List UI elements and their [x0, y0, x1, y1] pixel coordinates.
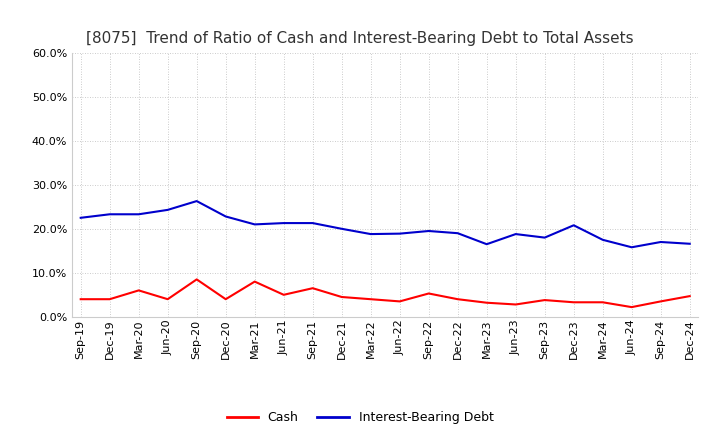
Cash: [76, 297, 85, 302]
Cash: [251, 279, 259, 284]
Interest-Bearing Debt: [338, 226, 346, 231]
Interest-Bearing Debt: [657, 239, 665, 245]
Cash: [627, 304, 636, 310]
Interest-Bearing Debt: [454, 231, 462, 236]
Interest-Bearing Debt: [570, 223, 578, 228]
Text: [8075]  Trend of Ratio of Cash and Interest-Bearing Debt to Total Assets: [8075] Trend of Ratio of Cash and Intere…: [86, 31, 634, 46]
Cash: [598, 300, 607, 305]
Cash: [221, 297, 230, 302]
Interest-Bearing Debt: [279, 220, 288, 226]
Legend: Cash, Interest-Bearing Debt: Cash, Interest-Bearing Debt: [222, 407, 498, 429]
Interest-Bearing Debt: [76, 215, 85, 220]
Cash: [541, 297, 549, 303]
Interest-Bearing Debt: [135, 212, 143, 217]
Interest-Bearing Debt: [395, 231, 404, 236]
Interest-Bearing Debt: [221, 214, 230, 219]
Line: Cash: Cash: [81, 279, 690, 307]
Cash: [454, 297, 462, 302]
Cash: [105, 297, 114, 302]
Interest-Bearing Debt: [541, 235, 549, 240]
Cash: [482, 300, 491, 305]
Cash: [685, 293, 694, 299]
Interest-Bearing Debt: [482, 242, 491, 247]
Interest-Bearing Debt: [424, 228, 433, 234]
Interest-Bearing Debt: [308, 220, 317, 226]
Cash: [163, 297, 172, 302]
Cash: [135, 288, 143, 293]
Cash: [192, 277, 201, 282]
Interest-Bearing Debt: [105, 212, 114, 217]
Interest-Bearing Debt: [598, 237, 607, 242]
Interest-Bearing Debt: [627, 245, 636, 250]
Interest-Bearing Debt: [366, 231, 375, 237]
Interest-Bearing Debt: [685, 241, 694, 246]
Interest-Bearing Debt: [163, 207, 172, 213]
Cash: [424, 291, 433, 296]
Cash: [657, 299, 665, 304]
Interest-Bearing Debt: [192, 198, 201, 204]
Cash: [570, 300, 578, 305]
Cash: [366, 297, 375, 302]
Cash: [511, 302, 520, 307]
Cash: [338, 294, 346, 300]
Interest-Bearing Debt: [251, 222, 259, 227]
Cash: [395, 299, 404, 304]
Interest-Bearing Debt: [511, 231, 520, 237]
Cash: [308, 286, 317, 291]
Line: Interest-Bearing Debt: Interest-Bearing Debt: [81, 201, 690, 247]
Cash: [279, 292, 288, 297]
